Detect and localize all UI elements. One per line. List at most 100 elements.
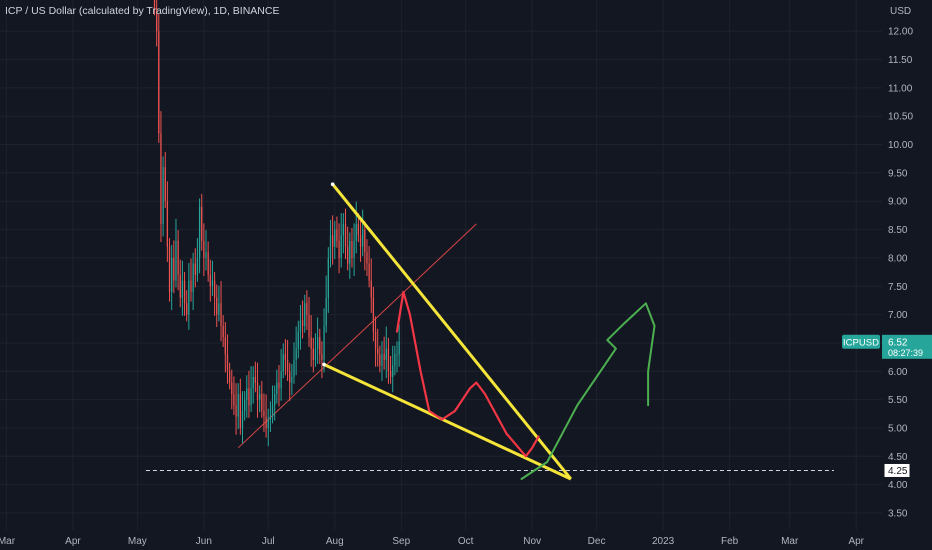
thin-ascending-line	[237, 223, 477, 449]
upper-trendline	[331, 183, 572, 480]
candle-body	[235, 405, 237, 417]
candle-body	[252, 376, 254, 389]
candle-body	[362, 229, 364, 247]
candle-body	[207, 252, 209, 275]
time-axis[interactable]: Mar Apr May Jun Jul Aug Sep Oct Nov Dec 2023 Feb Mar…	[0, 536, 865, 547]
drawings-front	[322, 182, 656, 481]
price-tick-label: 9.00	[888, 197, 908, 208]
candle-body	[274, 393, 276, 406]
candle-body	[325, 297, 327, 326]
candle-body	[291, 376, 293, 383]
candle-body	[256, 382, 259, 400]
candle-body	[316, 337, 319, 349]
candles	[153, 0, 400, 447]
price-tick-label: 7.00	[888, 310, 908, 321]
candle-body	[329, 235, 332, 258]
candle-body	[299, 320, 302, 332]
candle-body	[310, 337, 312, 349]
candle-body	[162, 167, 164, 224]
time-tick-label: Mar	[0, 536, 16, 547]
candle-body	[259, 393, 261, 400]
candle-body	[220, 303, 222, 326]
lower-trendline	[323, 363, 572, 481]
trendline-anchor	[330, 182, 335, 187]
candle-body	[231, 382, 233, 394]
candle-body	[321, 354, 323, 360]
candle-body	[194, 263, 196, 275]
level-badge-value: 4.25	[888, 466, 908, 477]
candle-body	[276, 382, 278, 394]
candle-body	[171, 257, 173, 292]
candle-body	[175, 240, 177, 281]
time-tick-label: Jul	[262, 536, 275, 547]
candle-body	[168, 246, 171, 292]
candle-body	[280, 371, 282, 389]
candle-body	[261, 393, 263, 411]
candle-body	[312, 348, 314, 360]
price-tick-label: 4.50	[888, 452, 908, 463]
candle-body	[394, 354, 396, 366]
candle-body	[304, 303, 306, 326]
candle-body	[347, 246, 349, 264]
candle-body	[153, 0, 156, 9]
price-tick-label: 5.50	[888, 395, 908, 406]
symbol-badge-label: ICPUSD	[843, 337, 879, 348]
candle-body	[179, 274, 181, 298]
time-tick-label: Aug	[326, 536, 344, 547]
candle-body	[387, 348, 390, 372]
candle-body	[359, 235, 362, 247]
candle-body	[295, 348, 297, 360]
candle-body	[250, 388, 252, 406]
candle-body	[237, 393, 239, 417]
candle-body	[323, 325, 325, 360]
candle-body	[243, 399, 246, 411]
price-tick-label: 3.50	[888, 508, 908, 519]
candle-body	[308, 314, 310, 338]
candle-body	[254, 376, 257, 383]
chart-title: ICP / US Dollar (calculated by TradingVi…	[5, 5, 279, 17]
price-tick-label: 7.50	[888, 282, 908, 293]
candle-body	[263, 410, 265, 417]
price-badge-value: 6.52	[888, 337, 908, 348]
candle-body	[385, 348, 387, 360]
candle-body	[269, 416, 272, 420]
trendline-anchor	[322, 362, 326, 367]
candle-body	[286, 359, 289, 372]
candle-body	[301, 320, 304, 326]
candle-body	[226, 354, 229, 372]
candle-body	[228, 371, 231, 383]
candle-body	[233, 393, 235, 406]
price-badge-countdown: 08:27:39	[888, 348, 923, 358]
candle-body	[293, 359, 295, 377]
price-tick-label: 11.50	[888, 55, 913, 66]
candle-body	[366, 252, 368, 264]
candle-body	[364, 229, 366, 253]
candle-body	[374, 331, 377, 349]
candle-body	[372, 297, 375, 332]
candle-body	[156, 8, 158, 32]
candle-body	[355, 223, 357, 241]
price-tick-label: 9.50	[888, 168, 908, 179]
candle-body	[205, 252, 207, 258]
candle-body	[331, 235, 334, 247]
candle-body	[248, 388, 250, 406]
candle-body	[188, 280, 190, 315]
candle-body	[196, 257, 199, 275]
candle-body	[186, 303, 188, 315]
candle-body	[211, 280, 214, 287]
price-axis[interactable]: 12.00 11.50 11.00 10.50 10.00 9.50 9.00 8.50 8.0…	[888, 27, 913, 520]
currency-label: USD	[890, 6, 911, 17]
time-tick-label: Feb	[721, 536, 739, 547]
candle-body	[370, 280, 372, 298]
level-badge	[883, 462, 911, 478]
candle-body	[353, 240, 355, 258]
candle-body	[357, 223, 360, 236]
candle-body	[306, 303, 308, 315]
candle-body	[241, 410, 244, 428]
candle-body	[379, 354, 381, 366]
time-tick-label: May	[128, 536, 147, 547]
candle-body	[271, 405, 274, 417]
